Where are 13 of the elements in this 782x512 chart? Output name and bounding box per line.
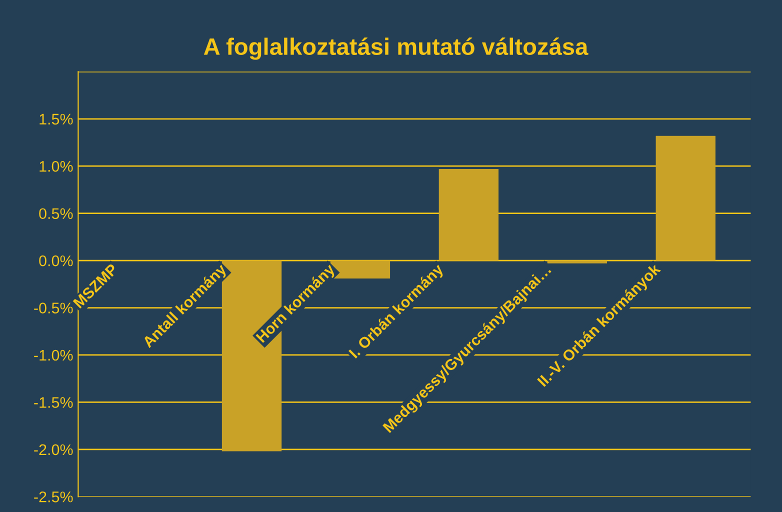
y-tick-label: -2.5% bbox=[34, 492, 73, 502]
chart-title: A foglalkoztatási mutató változása bbox=[204, 37, 588, 60]
y-tick-label: 0.5% bbox=[39, 208, 73, 220]
y-tick-label: -2.0% bbox=[34, 444, 73, 456]
y-tick-label: -1.0% bbox=[34, 350, 73, 361]
y-tick-label: -1.5% bbox=[34, 397, 73, 408]
y-tick-label: 1.0% bbox=[40, 160, 73, 172]
y-tick-label: -0.5% bbox=[34, 302, 73, 314]
bar bbox=[656, 136, 716, 261]
y-tick-label: 0.0% bbox=[39, 255, 73, 266]
bar bbox=[438, 168, 499, 261]
bar bbox=[547, 260, 607, 264]
y-tick-label: 1.5% bbox=[40, 114, 73, 125]
